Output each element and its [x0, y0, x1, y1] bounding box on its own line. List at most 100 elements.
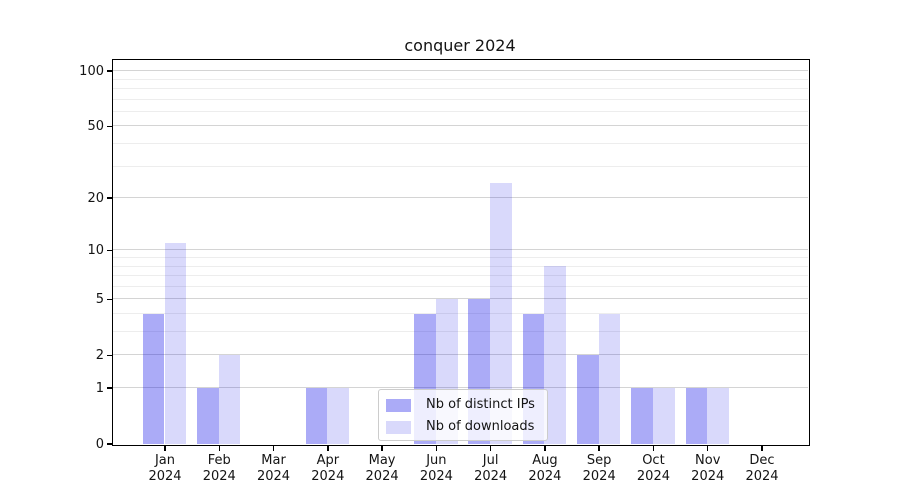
x-tick-mark-aug — [544, 445, 546, 451]
x-tick-month: Sep — [586, 453, 612, 468]
minor-gridline — [112, 331, 808, 332]
minor-gridline — [112, 88, 808, 89]
x-tick-label-may: May 2024 — [342, 453, 422, 484]
bar-feb-distinct-ips — [197, 387, 219, 444]
y-tick-label-50: 50 — [87, 118, 104, 134]
bar-sep-downloads — [598, 313, 621, 444]
major-gridline-10 — [112, 249, 808, 251]
minor-gridline — [112, 256, 808, 258]
minor-gridline — [112, 285, 808, 287]
y-tick-label-5: 5 — [95, 291, 104, 307]
y-tick-label-0: 0 — [95, 436, 104, 452]
legend-label-distinct-ips: Nb of distinct IPs — [426, 397, 535, 412]
x-tick-year: 2024 — [636, 468, 670, 484]
major-gridline-50 — [112, 125, 808, 127]
minor-gridline — [112, 110, 808, 112]
x-tick-month: Dec — [749, 453, 775, 468]
y-tick-label-10: 10 — [87, 242, 104, 258]
x-tick-month: Mar — [261, 453, 286, 468]
major-gridline-5 — [112, 298, 808, 300]
x-tick-mark-mar — [272, 445, 275, 451]
bar-feb-downloads — [218, 354, 241, 444]
major-gridline-1 — [112, 387, 808, 388]
x-tick-month: Oct — [642, 453, 665, 468]
legend-entry-downloads: Nb of downloads — [386, 416, 540, 438]
x-tick-label-apr: Apr 2024 — [288, 453, 368, 484]
legend-swatch-distinct-ips — [386, 398, 411, 412]
x-tick-year: 2024 — [365, 468, 399, 484]
x-tick-mark-may — [381, 445, 383, 451]
chart-title: conquer 2024 — [404, 36, 516, 55]
x-tick-year: 2024 — [745, 468, 779, 484]
bar-apr-distinct-ips — [305, 387, 328, 444]
bar-sep-distinct-ips — [576, 354, 599, 444]
y-tick-mark-100 — [106, 70, 112, 72]
x-tick-mark-dec — [761, 445, 763, 451]
legend-swatch-downloads — [386, 420, 411, 434]
x-tick-mark-sep — [598, 445, 600, 451]
bar-jul-downloads — [490, 183, 512, 444]
x-tick-label-oct: Oct 2024 — [613, 453, 693, 484]
x-tick-mark-jul — [489, 445, 492, 451]
x-tick-label-jun: Jun 2024 — [396, 453, 476, 484]
x-tick-year: 2024 — [582, 468, 616, 484]
x-tick-month: Feb — [207, 453, 231, 468]
y-tick-label-100: 100 — [79, 63, 104, 79]
x-tick-month: May — [368, 453, 396, 468]
x-tick-month: Jan — [154, 453, 176, 468]
bar-oct-downloads — [652, 387, 675, 444]
x-tick-year: 2024 — [474, 468, 508, 484]
major-gridline-20 — [112, 197, 808, 199]
x-tick-month: Jun — [426, 453, 447, 468]
minor-gridline — [112, 265, 808, 267]
minor-gridline — [112, 312, 808, 314]
bar-jan-distinct-ips — [142, 313, 165, 444]
x-tick-month: Aug — [532, 453, 558, 468]
y-tick-label-2: 2 — [95, 347, 104, 363]
minor-gridline — [112, 143, 808, 144]
plot-inner — [112, 60, 808, 444]
bar-oct-distinct-ips — [631, 387, 653, 444]
minor-gridline — [112, 78, 808, 80]
x-tick-mark-apr — [327, 445, 329, 451]
x-tick-mark-feb — [218, 445, 221, 451]
major-gridline-100 — [112, 70, 808, 72]
x-tick-label-aug: Aug 2024 — [505, 453, 585, 484]
minor-gridline — [112, 165, 808, 167]
x-tick-year: 2024 — [256, 468, 291, 484]
x-tick-year: 2024 — [311, 468, 345, 484]
legend-entry-distinct-ips: Nb of distinct IPs — [386, 394, 540, 416]
x-tick-mark-jan — [164, 445, 166, 451]
x-tick-mark-nov — [706, 445, 709, 451]
x-tick-month: Apr — [316, 453, 340, 468]
x-tick-label-jan: Jan 2024 — [125, 453, 205, 484]
plot-area — [111, 58, 810, 446]
y-tick-mark-0 — [106, 443, 112, 445]
x-tick-mark-oct — [652, 445, 655, 451]
y-tick-mark-20 — [106, 197, 112, 199]
bar-nov-downloads — [707, 387, 729, 444]
bar-nov-distinct-ips — [685, 387, 708, 444]
major-gridline-2 — [112, 354, 808, 356]
x-tick-year: 2024 — [691, 468, 725, 484]
minor-gridline — [112, 98, 808, 100]
y-tick-label-20: 20 — [87, 190, 104, 206]
x-tick-label-feb: Feb 2024 — [179, 453, 259, 484]
bar-aug-downloads — [544, 266, 567, 444]
minor-gridline — [112, 275, 808, 277]
x-tick-label-jul: Jul 2024 — [451, 453, 531, 484]
bar-jan-downloads — [164, 242, 187, 444]
x-tick-year: 2024 — [202, 468, 236, 484]
x-tick-label-nov: Nov 2024 — [668, 453, 748, 484]
y-tick-mark-2 — [106, 354, 112, 356]
y-tick-mark-1 — [106, 387, 112, 389]
bar-apr-downloads — [327, 387, 349, 444]
x-tick-month: Jul — [482, 453, 499, 468]
x-tick-label-dec: Dec 2024 — [722, 453, 802, 484]
x-tick-mark-jun — [435, 445, 438, 451]
x-tick-year: 2024 — [528, 468, 562, 484]
x-tick-year: 2024 — [148, 468, 182, 484]
y-tick-mark-10 — [106, 249, 112, 252]
y-tick-mark-5 — [106, 298, 112, 300]
